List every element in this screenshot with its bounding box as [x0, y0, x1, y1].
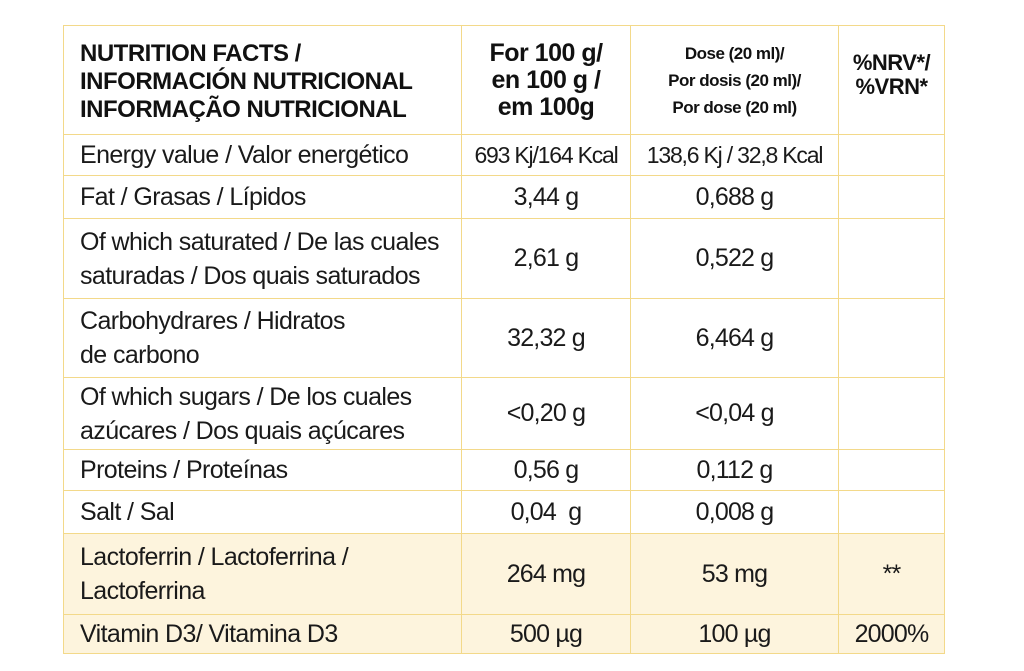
value-per-dose: 0,112 g	[630, 449, 839, 491]
value-per-100g: 32,32 g	[461, 298, 631, 378]
table-row: Carbohydrares / Hidratos de carbono 32,3…	[63, 298, 945, 378]
value-nrv	[838, 134, 945, 176]
nutrition-facts-table: NUTRITION FACTS / INFORMACIÓN NUTRICIONA…	[63, 25, 945, 654]
header-per-100g: For 100 g/ en 100 g / em 100g	[461, 25, 631, 135]
table-row: Proteins / Proteínas 0,56 g 0,112 g	[63, 449, 945, 491]
value-per-100g: 0,04 g	[461, 490, 631, 534]
value-per-100g: 2,61 g	[461, 218, 631, 299]
value-per-100g: 264 mg	[461, 533, 631, 615]
header-per-dose: Dose (20 ml)/ Por dosis (20 ml)/ Por dos…	[630, 25, 839, 135]
value-per-100g: 3,44 g	[461, 175, 631, 219]
value-per-dose: 53 mg	[630, 533, 839, 615]
value-nrv	[838, 175, 945, 219]
value-nrv: **	[838, 533, 945, 615]
row-label: Carbohydrares / Hidratos de carbono	[63, 298, 462, 378]
nutrition-table-container: NUTRITION FACTS / INFORMACIÓN NUTRICIONA…	[63, 25, 945, 654]
header-nrv: %NRV*/ %VRN*	[838, 25, 945, 135]
table-row: Salt / Sal 0,04 g 0,008 g	[63, 490, 945, 534]
value-per-100g: 0,56 g	[461, 449, 631, 491]
value-per-dose: 0,008 g	[630, 490, 839, 534]
row-label: Vitamin D3/ Vitamina D3	[63, 614, 462, 654]
header-row: NUTRITION FACTS / INFORMACIÓN NUTRICIONA…	[63, 25, 945, 135]
table-row: Lactoferrin / Lactoferrina / Lactoferrin…	[63, 533, 945, 615]
table-row: Vitamin D3/ Vitamina D3 500 µg 100 µg 20…	[63, 614, 945, 654]
row-label: Lactoferrin / Lactoferrina / Lactoferrin…	[63, 533, 462, 615]
value-nrv	[838, 449, 945, 491]
table-row: Of which saturated / De las cuales satur…	[63, 218, 945, 299]
value-nrv	[838, 298, 945, 378]
value-nrv	[838, 490, 945, 534]
row-label: Of which sugars / De los cuales azúcares…	[63, 377, 462, 450]
table-row: Of which sugars / De los cuales azúcares…	[63, 377, 945, 450]
row-label: Energy value / Valor energético	[63, 134, 462, 176]
value-nrv	[838, 377, 945, 450]
row-label: Proteins / Proteínas	[63, 449, 462, 491]
row-label: Salt / Sal	[63, 490, 462, 534]
value-per-100g: <0,20 g	[461, 377, 631, 450]
row-label: Of which saturated / De las cuales satur…	[63, 218, 462, 299]
table-row: Fat / Grasas / Lípidos 3,44 g 0,688 g	[63, 175, 945, 219]
value-per-100g: 500 µg	[461, 614, 631, 654]
value-per-100g: 693 Kj/164 Kcal	[461, 134, 631, 176]
value-nrv	[838, 218, 945, 299]
value-per-dose: 100 µg	[630, 614, 839, 654]
value-per-dose: 138,6 Kj / 32,8 Kcal	[630, 134, 839, 176]
value-per-dose: <0,04 g	[630, 377, 839, 450]
value-nrv: 2000%	[838, 614, 945, 654]
row-label: Fat / Grasas / Lípidos	[63, 175, 462, 219]
table-row: Energy value / Valor energético 693 Kj/1…	[63, 134, 945, 176]
value-per-dose: 0,688 g	[630, 175, 839, 219]
value-per-dose: 6,464 g	[630, 298, 839, 378]
value-per-dose: 0,522 g	[630, 218, 839, 299]
header-nutrition-facts: NUTRITION FACTS / INFORMACIÓN NUTRICIONA…	[63, 25, 462, 135]
